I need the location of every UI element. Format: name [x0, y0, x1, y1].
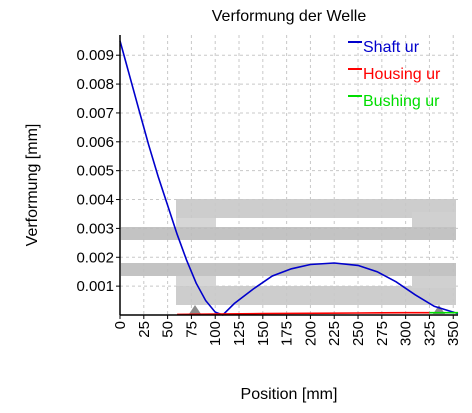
chart-title: Verformung der Welle [212, 8, 367, 25]
x-tick-label: 250 [350, 321, 367, 346]
housing-lower-band [176, 286, 456, 305]
x-tick-label: 275 [374, 321, 391, 346]
bearing-right-block [412, 212, 456, 227]
support-marker-right [433, 305, 445, 314]
x-tick-label: 350 [445, 321, 462, 346]
bearing-left-block [176, 218, 216, 227]
legend: Shaft ur Housing ur Bushing ur [348, 39, 441, 110]
y-tick-label: 0.004 [76, 192, 114, 209]
x-axis-label: Position [mm] [241, 386, 338, 403]
x-tick-label: 125 [231, 321, 248, 346]
y-tick-label: 0.006 [76, 134, 114, 151]
y-tick-label: 0.009 [76, 47, 114, 64]
legend-entry-label: Housing ur [363, 66, 441, 83]
x-tick-label: 100 [207, 321, 224, 346]
series-line-shaft-ur [119, 40, 459, 316]
x-tick-label: 150 [255, 321, 272, 346]
support-marker-left [189, 305, 201, 314]
x-tick-label: 0 [112, 321, 129, 329]
y-tick-label: 0.007 [76, 105, 114, 122]
y-tick-label: 0.002 [76, 249, 114, 266]
x-tick-label: 325 [421, 321, 438, 346]
x-tick-label: 75 [183, 321, 200, 338]
y-tick-label: 0.005 [76, 163, 114, 180]
y-tick-label: 0.008 [76, 76, 114, 93]
series-line-housing-ur [177, 311, 430, 316]
housing-upper-band [176, 199, 456, 218]
bearing-right-block-lower [412, 276, 456, 288]
x-tick-label: 50 [160, 321, 177, 338]
x-tick-label: 175 [279, 321, 296, 346]
legend-entry-label: Bushing ur [363, 93, 440, 110]
x-tick-label: 225 [326, 321, 343, 346]
legend-entry-label: Shaft ur [363, 39, 420, 56]
shaft-upper-band [121, 227, 456, 240]
y-tick-label: 0.003 [76, 220, 114, 237]
shaft-assembly-illustration [121, 199, 456, 314]
y-axis-label: Verformung [mm] [24, 124, 41, 247]
x-tick-labels: 0 25 50 75 100 125 150 175 200 225 250 275 300 325 350 [112, 315, 462, 346]
x-tick-label: 300 [398, 321, 415, 346]
axes [119, 35, 458, 316]
x-tick-label: 25 [136, 321, 153, 338]
y-tick-label: 0.001 [76, 278, 114, 295]
x-tick-label: 200 [302, 321, 319, 346]
series-lines [119, 40, 459, 316]
y-tick-labels: 0.001 0.002 0.003 0.004 0.005 0.006 0.007 0.008… [76, 47, 120, 295]
